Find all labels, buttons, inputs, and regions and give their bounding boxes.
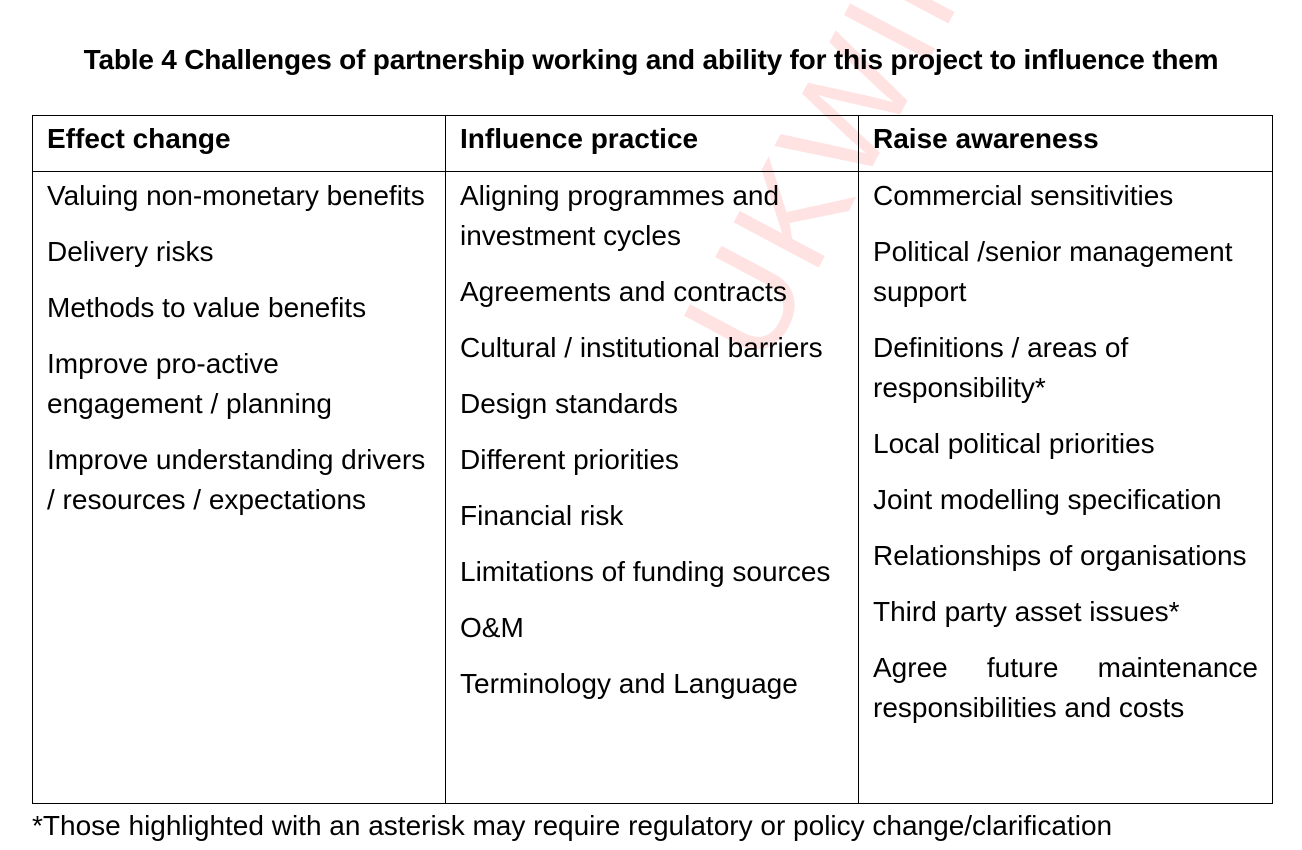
list-item: Delivery risks (47, 236, 214, 267)
list-item: Commercial sensitivities (873, 180, 1174, 211)
list-item: Limitations of funding sources (460, 556, 831, 587)
list-item: Terminology and Language (460, 668, 798, 699)
table-footnote: *Those highlighted with an asterisk may … (32, 810, 1113, 841)
list-item: Political /senior management support (873, 236, 1233, 307)
header-influence-practice: Influence practice (445, 115, 859, 172)
list-item: Relationships of organisations (873, 540, 1247, 571)
list-item: Improve understanding drivers / resource… (47, 444, 426, 515)
challenges-table: Effect change Influence practice Raise a… (32, 115, 1273, 804)
list-item: Improve pro-active engagement / planning (47, 348, 332, 419)
list-item: O&M (460, 612, 524, 643)
list-item: Local political priorities (873, 428, 1155, 459)
list-item: Design standards (460, 388, 678, 419)
table-header-row: Effect change Influence practice Raise a… (32, 115, 1273, 172)
list-item: Different priorities (460, 444, 679, 475)
list-item: Third party asset issues* (873, 596, 1180, 627)
effect-change-cell: Valuing non-monetary benefits Delivery r… (32, 171, 446, 804)
table-row: Valuing non-monetary benefits Delivery r… (32, 171, 1273, 804)
header-raise-awareness: Raise awareness (858, 115, 1273, 172)
list-item: Methods to value benefits (47, 292, 367, 323)
influence-practice-cell: Aligning programmes and investment cycle… (445, 171, 859, 804)
raise-awareness-cell: Commercial sensitivities Political /seni… (858, 171, 1273, 804)
list-item: Financial risk (460, 500, 624, 531)
header-effect-change: Effect change (32, 115, 446, 172)
list-item: Valuing non-monetary benefits (47, 180, 425, 211)
list-item: Agreements and contracts (460, 276, 787, 307)
table-caption: Table 4 Challenges of partnership workin… (83, 44, 1219, 75)
list-item: Joint modelling specification (873, 484, 1222, 515)
list-item: Definitions / areas of responsibility* (873, 332, 1129, 403)
list-item: Agree future maintenance responsibilitie… (873, 652, 1258, 723)
list-item: Aligning programmes and investment cycle… (460, 180, 780, 251)
list-item: Cultural / institutional barriers (460, 332, 823, 363)
